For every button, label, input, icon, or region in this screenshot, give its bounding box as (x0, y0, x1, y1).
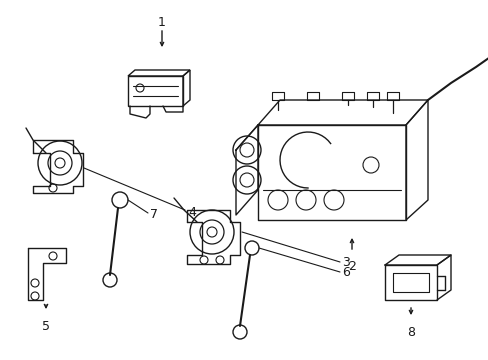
Text: 1: 1 (158, 15, 165, 28)
Text: 7: 7 (150, 208, 158, 221)
Text: 5: 5 (42, 320, 50, 333)
Text: 6: 6 (341, 266, 349, 279)
Text: 2: 2 (347, 260, 355, 273)
Text: 4: 4 (187, 206, 196, 219)
Text: 3: 3 (341, 256, 349, 269)
Text: 8: 8 (406, 326, 414, 339)
